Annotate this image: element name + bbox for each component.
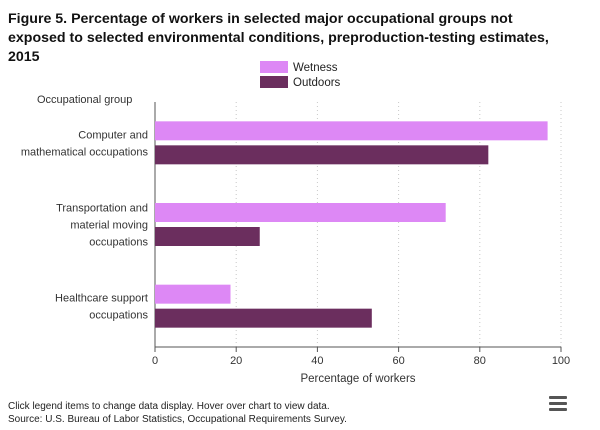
legend-swatch-outdoors[interactable] <box>260 76 288 88</box>
x-tick-label: 60 <box>392 355 404 367</box>
bar-outdoors <box>155 308 372 328</box>
footer-note: Click legend items to change data displa… <box>8 401 330 412</box>
bar-wetness <box>155 284 231 304</box>
category-label: occupations <box>89 237 148 249</box>
legend-label-outdoors[interactable]: Outdoors <box>293 77 341 89</box>
bar-wetness <box>155 121 548 141</box>
x-tick-label: 80 <box>474 355 486 367</box>
legend-swatch-wetness[interactable] <box>260 61 288 73</box>
bar-wetness <box>155 203 446 222</box>
y-axis-title: Occupational group <box>37 94 132 106</box>
chart-title: Figure 5. Percentage of workers in selec… <box>8 11 549 65</box>
bar-outdoors <box>155 145 489 165</box>
category-label: mathematical occupations <box>21 146 149 158</box>
x-tick-label: 40 <box>311 355 323 367</box>
category-label: occupations <box>89 310 148 322</box>
hamburger-menu-icon[interactable] <box>549 396 567 412</box>
category-label: Computer and <box>78 129 148 141</box>
category-label: material moving <box>70 220 148 232</box>
bar-outdoors <box>155 227 260 246</box>
x-axis-title: Percentage of workers <box>300 373 415 385</box>
x-tick-label: 20 <box>230 355 242 367</box>
x-tick-label: 0 <box>152 355 158 367</box>
legend-label-wetness[interactable]: Wetness <box>293 62 338 74</box>
footer-source: Source: U.S. Bureau of Labor Statistics,… <box>8 414 347 425</box>
category-label: Healthcare support <box>55 293 148 305</box>
x-tick-label: 100 <box>552 355 570 367</box>
category-label: Transportation and <box>56 203 148 215</box>
